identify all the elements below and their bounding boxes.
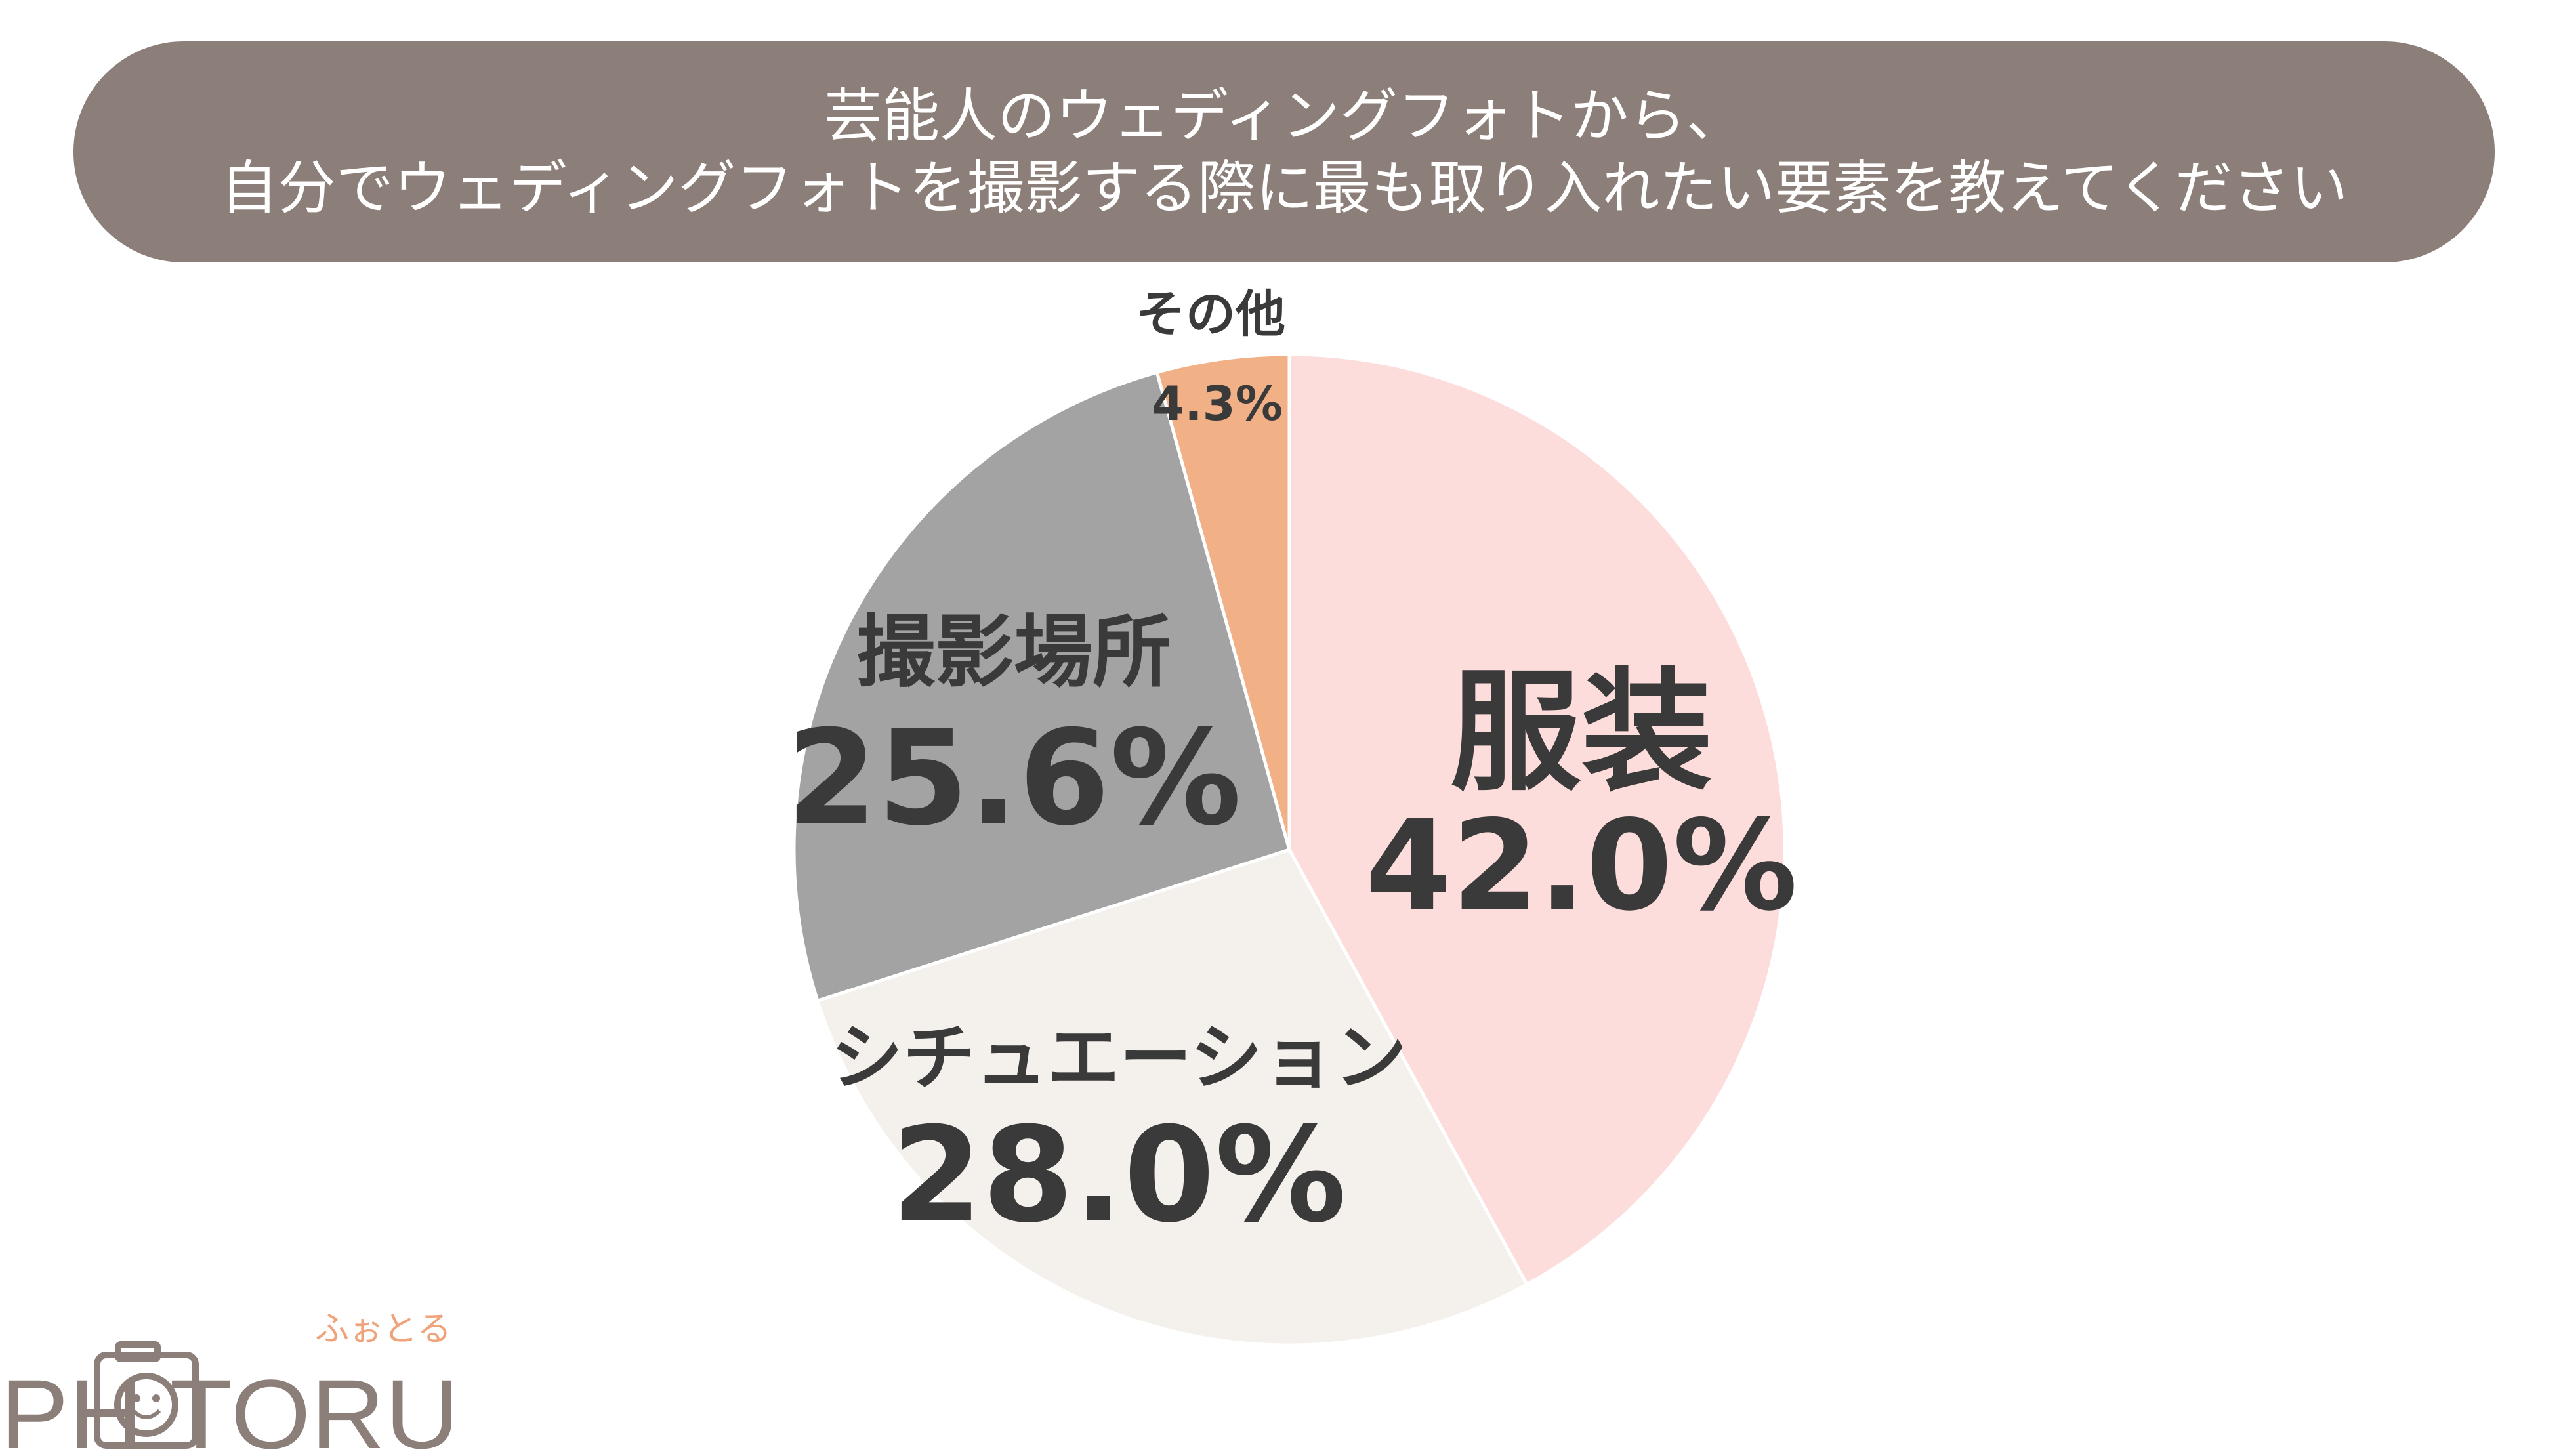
slice-value-label: 42.0% <box>1365 793 1797 938</box>
smile-face-icon <box>133 1394 160 1402</box>
smile-mouth <box>131 1409 161 1419</box>
slice-label: シチュエーション <box>831 1016 1407 1100</box>
slice-label: その他 <box>1136 285 1285 343</box>
pie-slice <box>792 370 1292 1003</box>
slice-value-label: 28.0% <box>891 1099 1346 1252</box>
title-line-1: 芸能人のウェディングフォトから、 <box>824 81 1744 150</box>
title-line-2: 自分でウェディングフォトを撮影する際に最も取り入れたい要素を教えてください <box>220 154 2348 222</box>
slice-label: 服装 <box>1450 656 1713 809</box>
slice-value-label: 4.3% <box>1152 376 1283 431</box>
photoru-logo: ふぉとる PH TORU <box>0 1310 459 1456</box>
camera-icon <box>94 1341 199 1449</box>
logo-kana: ふぉとる <box>315 1310 451 1349</box>
logo-text: PH TORU <box>0 1359 459 1456</box>
pie-slice <box>815 847 1529 1347</box>
pie-slice <box>1287 352 1787 1287</box>
pie-slice <box>1155 352 1291 850</box>
slice-label: 撮影場所 <box>856 607 1171 698</box>
title-banner: 芸能人のウェディングフォトから、 自分でウェディングフォトを撮影する際に最も取り… <box>73 41 2495 262</box>
slice-value-label: 25.6% <box>786 702 1241 855</box>
